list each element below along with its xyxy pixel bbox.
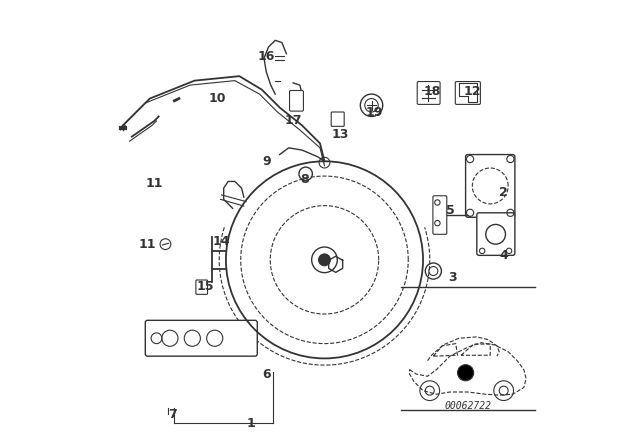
FancyBboxPatch shape xyxy=(433,196,447,234)
Text: 15: 15 xyxy=(197,280,214,293)
Text: 5: 5 xyxy=(445,204,454,217)
FancyBboxPatch shape xyxy=(477,213,515,255)
Text: 6: 6 xyxy=(262,367,271,381)
Text: 1: 1 xyxy=(246,417,255,430)
Text: 17: 17 xyxy=(284,114,302,128)
Text: 7: 7 xyxy=(168,408,177,421)
Text: 19: 19 xyxy=(365,105,383,119)
FancyBboxPatch shape xyxy=(332,112,344,126)
Text: 11: 11 xyxy=(145,177,163,190)
FancyBboxPatch shape xyxy=(289,90,303,111)
FancyBboxPatch shape xyxy=(417,82,440,104)
Text: 2: 2 xyxy=(499,186,508,199)
Text: 16: 16 xyxy=(257,49,275,63)
FancyBboxPatch shape xyxy=(145,320,257,356)
Text: 10: 10 xyxy=(208,92,226,105)
FancyBboxPatch shape xyxy=(466,155,515,217)
FancyBboxPatch shape xyxy=(455,82,481,104)
Circle shape xyxy=(458,365,474,381)
Text: 11: 11 xyxy=(139,237,156,251)
Text: 18: 18 xyxy=(423,85,441,99)
Text: 4: 4 xyxy=(499,249,508,262)
Text: 8: 8 xyxy=(300,172,308,186)
FancyBboxPatch shape xyxy=(196,280,207,294)
Text: 00062722: 00062722 xyxy=(444,401,492,411)
Text: 12: 12 xyxy=(463,85,481,99)
Text: 14: 14 xyxy=(212,235,230,249)
Text: 3: 3 xyxy=(448,271,456,284)
Text: 9: 9 xyxy=(262,155,271,168)
Text: 13: 13 xyxy=(332,128,349,141)
Circle shape xyxy=(319,254,330,266)
